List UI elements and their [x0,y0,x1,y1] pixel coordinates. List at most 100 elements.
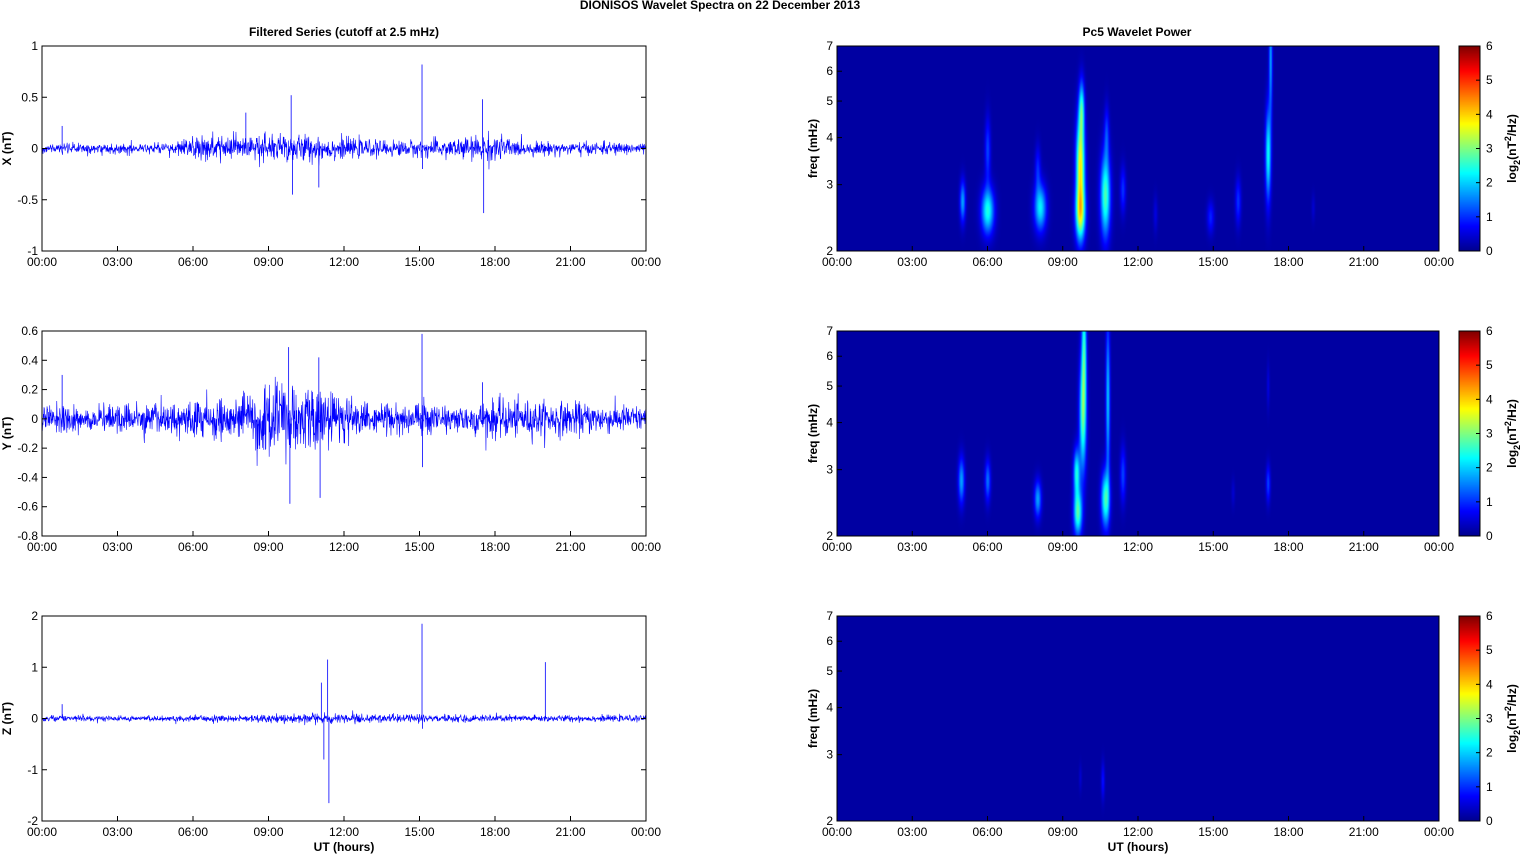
series-panel-y: 0.6 0.4 0.2 0 -0.2 -0.4 -0.6 -0.8 Y (nT) [0,324,647,543]
x-tick-label: 00:00 [631,255,661,269]
x-tick-label: 00:00 [27,540,57,554]
x-tick-label: 21:00 [555,825,585,839]
x-tick-label: 12:00 [329,825,359,839]
x-tick-label: 03:00 [102,825,132,839]
x-tick-label: 18:00 [1273,825,1303,839]
y-tick-label: 4 [826,416,833,430]
y-tick-label: -1 [27,244,38,258]
x-tick-label: 18:00 [480,255,510,269]
x-tick-label: 03:00 [897,540,927,554]
x-tick-label: 21:00 [1349,825,1379,839]
x-tick-label: 15:00 [404,255,434,269]
colorbar-label-part: 2 [1512,730,1521,735]
x-tick-label: 15:00 [404,825,434,839]
x-tick-label: 21:00 [1349,255,1379,269]
colorbar-tick-label: 1 [1486,780,1493,794]
colorbar-tick-label: 2 [1486,176,1493,190]
y-tick-label: 5 [826,664,833,678]
colorbar-label-part: log [1505,450,1519,468]
y-axis-label: Z (nT) [0,702,14,735]
colorbar-label-part: /Hz) [1505,684,1519,706]
x-tick-label: 12:00 [329,540,359,554]
colorbar-tick-label: 4 [1486,392,1493,406]
x-tick-label: 21:00 [555,255,585,269]
y-tick-label: 3 [826,748,833,762]
y-tick-label: 2 [826,529,833,543]
right-column-title: Pc5 Wavelet Power [1083,25,1192,39]
colorbar-label-part: 2 [1512,445,1521,450]
colorbar-label-part: /Hz) [1505,399,1519,421]
colorbar-tick-label: 0 [1486,814,1493,828]
y-tick-label: 2 [31,609,38,623]
y-tick-label: -0.4 [17,470,38,484]
colorbar-label-part: 2 [1503,136,1513,141]
figure-title: DIONISOS Wavelet Spectra on 22 December … [580,0,861,12]
colorbar-label-part: log [1505,735,1519,753]
x-tick-label: 21:00 [555,540,585,554]
x-tick-label: 06:00 [178,540,208,554]
x-tick-label: 09:00 [1048,255,1078,269]
colorbar-tick-label: 0 [1486,244,1493,258]
x-tick-label: 12:00 [1123,825,1153,839]
y-tick-label: 2 [826,814,833,828]
colorbar-tick-label: 3 [1486,427,1493,441]
colorbar-label-part: (nT [1505,711,1519,730]
y-tick-label: 0 [31,412,38,426]
y-tick-label: 0 [31,142,38,156]
y-tick-label: 0.5 [21,90,38,104]
colorbar-tick-label: 4 [1486,677,1493,691]
colorbar-tick-label: 2 [1486,746,1493,760]
y-tick-label: 6 [826,64,833,78]
y-tick-label: 5 [826,94,833,108]
colorbar-tick-label: 5 [1486,73,1493,87]
colorbar-tick-label: 1 [1486,495,1493,509]
y-tick-label: 2 [826,244,833,258]
colorbar-tick-label: 5 [1486,643,1493,657]
y-tick-label: -1 [27,763,38,777]
colorbar-label: log2(nT2/Hz) [1503,114,1521,183]
x-tick-label: 09:00 [253,540,283,554]
y-tick-label: 0.4 [21,353,38,367]
y-tick-label: 4 [826,701,833,715]
series-panel-z: 2 1 0 -1 -2 Z (nT) [0,609,647,828]
y-tick-label: 3 [826,463,833,477]
x-tick-label: 00:00 [1424,255,1454,269]
plots-group: 1 0.5 0 -0.5 -1 X (nT) 00:00 03:00 06:00 09:00 12:… [0,39,1521,854]
colorbar-gradient [1459,616,1480,821]
colorbar-label-part: 2 [1512,160,1521,165]
x-tick-label: 00:00 [822,825,852,839]
series-line [41,376,647,466]
x-tick-label: 09:00 [253,825,283,839]
wavelet-power-map [837,616,1439,821]
x-tick-label: 18:00 [1273,540,1303,554]
y-tick-label: -0.5 [17,193,38,207]
x-tick-label: 06:00 [972,540,1002,554]
y-axis-label: freq (mHz) [806,119,820,178]
y-tick-label: 7 [826,39,833,53]
x-tick-label: 09:00 [1048,540,1078,554]
series-line [41,130,647,170]
y-tick-label: 0.6 [21,324,38,338]
x-tick-label: 15:00 [1198,825,1228,839]
colorbar-tick-label: 5 [1486,358,1493,372]
x-tick-label: 18:00 [480,540,510,554]
y-axis-label: freq (mHz) [806,689,820,748]
colorbar-tick-label: 3 [1486,142,1493,156]
x-tick-label: 06:00 [972,255,1002,269]
y-tick-label: -0.2 [17,441,38,455]
x-tick-label: 15:00 [1198,540,1228,554]
y-tick-label: 0 [31,712,38,726]
x-tick-label: 15:00 [1198,255,1228,269]
colorbar-label-part: 2 [1503,421,1513,426]
x-tick-label: 06:00 [178,825,208,839]
series-panel-x: 1 0.5 0 -0.5 -1 X (nT) [0,39,647,258]
x-tick-label: 00:00 [822,540,852,554]
colorbar-tick-label: 6 [1486,609,1493,623]
colorbar-label-part: log [1505,165,1519,183]
x-tick-label: 00:00 [1424,825,1454,839]
y-axis-label: Y (nT) [0,417,14,451]
